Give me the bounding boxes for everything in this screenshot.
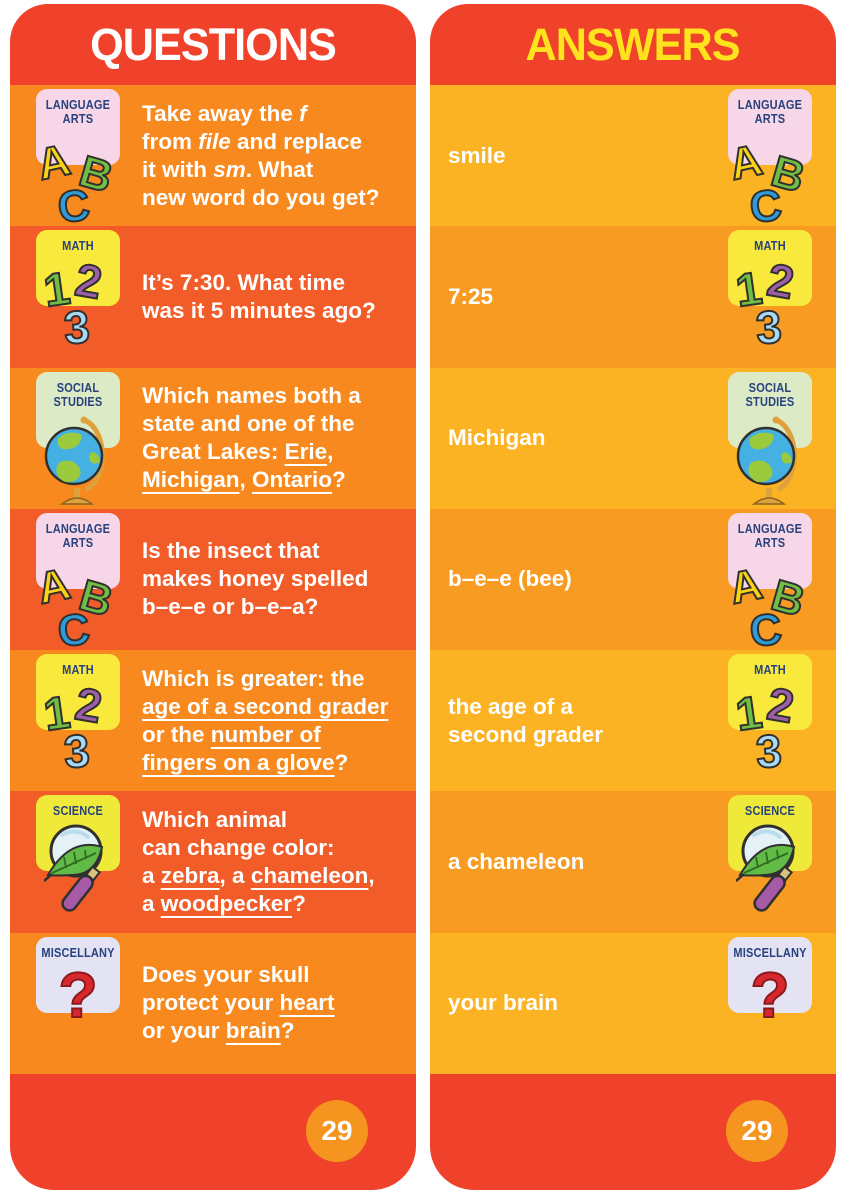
question-text: Take away the f from file and replace it… (142, 100, 380, 210)
answer-row: 7:25 MATH 1 2 3 (430, 226, 836, 368)
subject-badge-language-arts: LANGUAGE ARTS A B C (724, 512, 812, 657)
question-row: It’s 7:30. What time was it 5 minutes ag… (10, 226, 416, 368)
question-mark-icon: ? (749, 958, 790, 1031)
magnifier-leaf-icon (43, 821, 114, 925)
answer-text: a chameleon (448, 849, 585, 875)
answers-panel: ANSWERS smile LANGUAGE ARTS A B C 7:25 MATH 1 2 3… (430, 4, 836, 1190)
questions-header: QUESTIONS (10, 4, 416, 85)
question-row: Is the insect that makes honey spelled b… (10, 508, 416, 657)
answers-footer: 29 (430, 1074, 836, 1190)
subject-badge-math: MATH 1 2 3 (36, 654, 120, 779)
subject-badge-math: MATH 1 2 3 (36, 230, 120, 355)
question-text: Which is greater: the age of a second gr… (142, 665, 389, 775)
globe-icon (40, 414, 116, 506)
question-row: Which names both a state and one of the … (10, 367, 416, 509)
subject-badge-language-arts: LANGUAGE ARTS A B C (724, 89, 812, 234)
subject-badge-language-arts: LANGUAGE ARTS A B C (32, 89, 120, 234)
globe-icon (732, 414, 808, 506)
page-number-badge: 29 (726, 1100, 788, 1162)
badge-label: MATH (754, 239, 786, 254)
question-row: Which animal can change color: a zebra, … (10, 791, 416, 933)
subject-badge-science: SCIENCE (728, 795, 812, 913)
badge-label: LANGUAGE ARTS (45, 98, 111, 126)
answers-title: ANSWERS (525, 18, 741, 70)
question-text: It’s 7:30. What time was it 5 minutes ag… (142, 269, 376, 323)
question-text: Which names both a state and one of the … (142, 383, 361, 493)
answer-row: a chameleon SCIENCE (430, 791, 836, 933)
questions-footer: 29 (10, 1074, 416, 1190)
badge-label: MISCELLANY (733, 945, 807, 960)
badge-label: LANGUAGE ARTS (737, 98, 803, 126)
badge-label: MATH (754, 663, 786, 678)
subject-badge-social-studies: SOCIAL STUDIES (728, 371, 812, 505)
answer-text: your brain (448, 990, 559, 1016)
answer-text: b–e–e (bee) (448, 566, 572, 592)
subject-badge-social-studies: SOCIAL STUDIES (36, 371, 120, 505)
subject-badge-language-arts: LANGUAGE ARTS A B C (32, 512, 120, 657)
subject-badge-math: MATH 1 2 3 (728, 230, 812, 355)
subject-badge-math: MATH 1 2 3 (728, 654, 812, 779)
questions-rows: Take away the f from file and replace it… (10, 85, 416, 1074)
question-row: Take away the f from file and replace it… (10, 85, 416, 234)
question-text: Does your skull protect your heart or yo… (142, 962, 335, 1044)
page-number-badge: 29 (306, 1100, 368, 1162)
questions-panel: QUESTIONS Take away the f from file and … (10, 4, 416, 1190)
badge-label: SCIENCE (744, 804, 796, 819)
magnifier-leaf-icon (735, 821, 806, 925)
answer-text: 7:25 (448, 283, 494, 309)
answers-header: ANSWERS (430, 4, 836, 85)
badge-label: LANGUAGE ARTS (45, 521, 111, 550)
badge-label: MATH (62, 239, 94, 254)
badge-label: SCIENCE (52, 804, 104, 819)
badge-label: SOCIAL STUDIES (745, 380, 795, 409)
answer-text: smile (448, 142, 506, 168)
question-text: Which animal can change color: a zebra, … (142, 807, 375, 917)
answers-rows: smile LANGUAGE ARTS A B C 7:25 MATH 1 2 3 Michigan… (430, 85, 836, 1074)
badge-label: MISCELLANY (41, 945, 115, 960)
answer-row: b–e–e (bee) LANGUAGE ARTS A B C (430, 508, 836, 657)
answer-text: Michigan (448, 425, 546, 451)
subject-badge-miscellany: MISCELLANY? (728, 936, 812, 1028)
subject-badge-miscellany: MISCELLANY? (36, 936, 120, 1028)
question-row: Does your skull protect your heart or yo… (10, 932, 416, 1074)
answer-row: the age of a second grader MATH 1 2 3 (430, 650, 836, 792)
badge-label: MATH (62, 663, 94, 678)
answer-row: your brain MISCELLANY? (430, 932, 836, 1074)
question-row: Which is greater: the age of a second gr… (10, 650, 416, 792)
question-mark-icon: ? (57, 958, 98, 1031)
answer-row: smile LANGUAGE ARTS A B C (430, 85, 836, 234)
answer-text: the age of a second grader (448, 693, 604, 747)
question-text: Is the insect that makes honey spelled b… (142, 538, 369, 620)
answer-row: Michigan SOCIAL STUDIES (430, 367, 836, 509)
questions-title: QUESTIONS (90, 18, 337, 70)
subject-badge-science: SCIENCE (36, 795, 120, 913)
badge-label: SOCIAL STUDIES (53, 380, 103, 409)
badge-label: LANGUAGE ARTS (737, 521, 803, 550)
